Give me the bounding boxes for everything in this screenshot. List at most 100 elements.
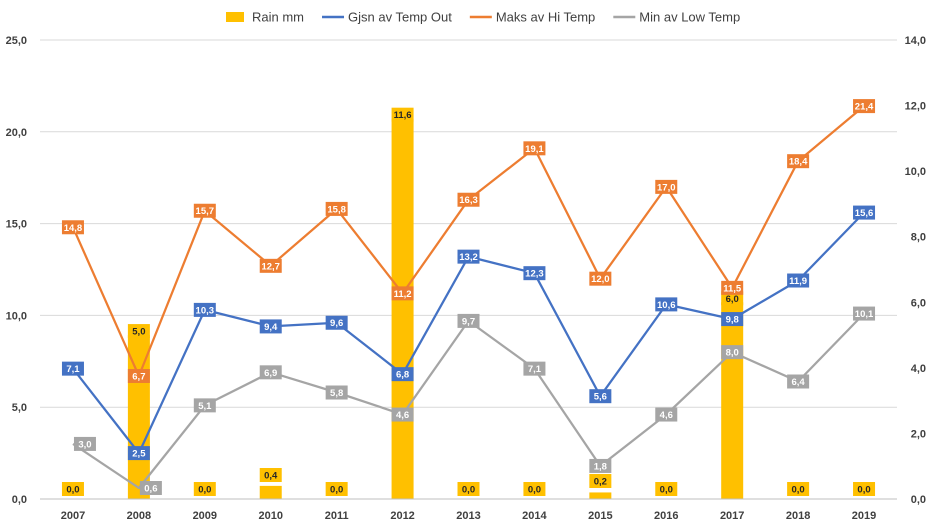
- line-data-label: 9,7: [462, 316, 475, 327]
- rain-data-label: 0,0: [462, 485, 475, 496]
- line-data-label: 17,0: [657, 182, 676, 193]
- y-right-tick-label: 8,0: [911, 232, 926, 244]
- rain-bar: [589, 492, 612, 499]
- line-data-label: 0,6: [144, 483, 157, 494]
- x-tick-label: 2010: [258, 510, 282, 522]
- rain-data-label-bg: [193, 482, 216, 496]
- temperature-lines: [71, 105, 865, 490]
- line-data-label: 11,5: [723, 283, 742, 294]
- rain-data-label: 6,0: [726, 294, 739, 305]
- gridlines: [40, 39, 897, 408]
- line-data-label: 12,0: [591, 274, 610, 285]
- x-tick-label: 2011: [325, 510, 349, 522]
- line-data-label-bg: [193, 302, 216, 317]
- line-data-label: 9,8: [726, 315, 739, 326]
- rain-data-label-bg: [853, 482, 876, 496]
- rain-data-label: 0,0: [528, 485, 541, 496]
- legend-entry: Min av Low Temp: [639, 10, 740, 25]
- y-left-tick-label: 15,0: [6, 219, 27, 231]
- line-data-label-bg: [139, 480, 162, 495]
- rain-bar: [721, 302, 744, 499]
- rain-data-label: 0,2: [594, 477, 607, 488]
- line-data-label-bg: [259, 319, 282, 334]
- line-data-label-bg: [589, 271, 612, 286]
- line-data-label-bg: [853, 205, 876, 220]
- y-left-tick-label: 5,0: [12, 402, 27, 414]
- rain-data-label-bg: [589, 474, 612, 488]
- line-data-label: 5,6: [594, 392, 607, 403]
- series-line: [71, 105, 865, 378]
- line-data-label: 10,1: [855, 309, 874, 320]
- line-data-label: 6,8: [396, 370, 409, 381]
- line-data-label: 6,7: [132, 371, 145, 382]
- line-data-label: 1,8: [594, 461, 607, 472]
- line-data-label: 11,2: [394, 289, 412, 300]
- rain-bar: [259, 485, 282, 499]
- line-data-label: 16,3: [459, 195, 478, 206]
- line-data-label-bg: [325, 201, 348, 216]
- rain-data-label: 0,0: [660, 485, 673, 496]
- line-data-label-bg: [259, 258, 282, 273]
- line-data-label: 6,4: [792, 377, 806, 388]
- line-data-label-bg: [127, 368, 150, 383]
- line-data-label-bg: [61, 361, 84, 376]
- x-tick-label: 2016: [654, 510, 678, 522]
- line-data-label-bg: [655, 179, 678, 194]
- line-data-label-bg: [853, 306, 876, 321]
- legend-swatch: [226, 12, 244, 22]
- line-data-label-bg: [457, 249, 480, 264]
- x-tick-label: 2008: [127, 510, 151, 522]
- x-tick-label: 2019: [852, 510, 876, 522]
- legend-entry: Rain mm: [252, 10, 304, 25]
- data-labels: 0,0 5,0 0,0 0,4 0,0 11,6 0,0 0,0 0,2 0,0 6,0 0,0 0,0…: [61, 99, 876, 496]
- line-data-label-bg: [457, 192, 480, 207]
- y-right-tick-label: 10,0: [905, 166, 926, 178]
- line-data-label-bg: [193, 398, 216, 413]
- x-tick-label: 2015: [588, 510, 612, 522]
- legend: Rain mm Gjsn av Temp Out Maks av Hi Temp Mi…: [226, 10, 740, 25]
- line-data-label-bg: [787, 273, 810, 288]
- line-data-label-bg: [853, 99, 876, 114]
- legend-entry: Gjsn av Temp Out: [348, 10, 452, 25]
- line-data-label: 18,4: [789, 157, 808, 168]
- line-data-label: 13,2: [459, 252, 478, 263]
- line-data-label: 8,0: [726, 348, 739, 359]
- y-right-tick-label: 2,0: [911, 428, 926, 440]
- line-data-label-bg: [787, 374, 810, 389]
- line-data-label: 9,6: [330, 318, 343, 329]
- rain-data-label: 0,0: [792, 485, 805, 496]
- x-tick-label: 2017: [720, 510, 744, 522]
- line-data-label: 10,3: [196, 305, 215, 316]
- line-data-label-bg: [391, 407, 414, 422]
- line-data-label: 7,1: [66, 364, 80, 375]
- line-data-label: 15,8: [327, 204, 346, 215]
- line-data-label: 10,6: [657, 300, 676, 311]
- y-right-tick-label: 6,0: [911, 297, 926, 309]
- line-data-label-bg: [523, 266, 546, 281]
- rain-data-label-bg: [787, 482, 810, 496]
- line-data-label: 21,4: [855, 102, 874, 113]
- line-data-label: 9,4: [264, 322, 278, 333]
- line-data-label-bg: [655, 297, 678, 312]
- line-data-label: 4,6: [396, 410, 409, 421]
- line-data-label-bg: [787, 154, 810, 169]
- line-data-label-bg: [259, 365, 282, 380]
- rain-bars: [127, 118, 744, 499]
- series-line: [72, 211, 865, 455]
- x-tick-label: 2009: [193, 510, 217, 522]
- line-data-label: 12,7: [261, 261, 280, 272]
- x-tick-label: 2013: [456, 510, 480, 522]
- y-left-tick-label: 25,0: [6, 35, 27, 47]
- line-data-label-bg: [589, 389, 612, 404]
- y-left-tick-label: 10,0: [6, 310, 27, 322]
- rain-data-label-bg: [325, 482, 348, 496]
- line-data-label: 5,1: [198, 401, 212, 412]
- line-data-label-bg: [127, 446, 150, 461]
- legend-entry: Maks av Hi Temp: [496, 10, 595, 25]
- line-data-label-bg: [391, 286, 414, 301]
- rain-data-label-bg: [259, 468, 282, 482]
- rain-data-label: 5,0: [132, 327, 145, 338]
- line-data-label: 5,8: [330, 388, 343, 399]
- rain-data-label: 0,4: [264, 471, 278, 482]
- line-data-label-bg: [721, 280, 744, 295]
